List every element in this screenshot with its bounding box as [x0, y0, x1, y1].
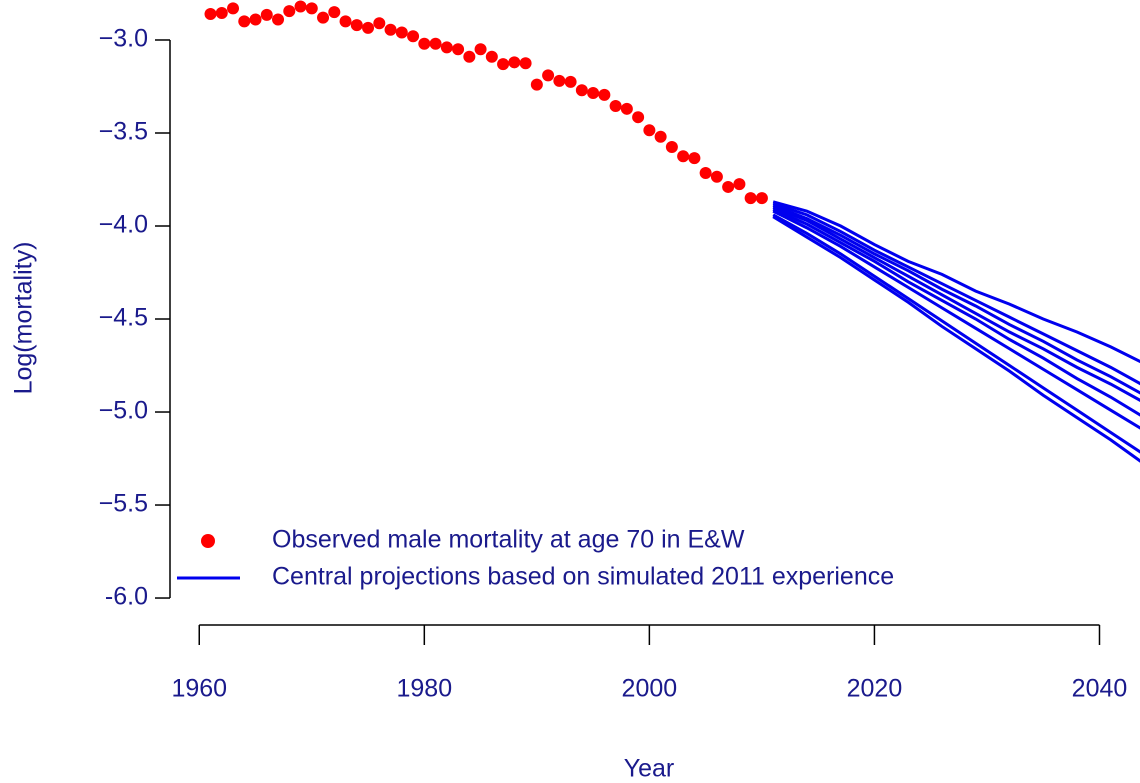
- y-tick-label: −5.0: [99, 397, 148, 425]
- point: [463, 50, 476, 63]
- projection-line: [772, 206, 1140, 402]
- y-tick-label: −3.5: [99, 118, 148, 146]
- projection-line: [772, 207, 1140, 417]
- y-tick-label: −4.0: [99, 211, 148, 239]
- point: [328, 6, 341, 19]
- projection-line: [772, 215, 1140, 463]
- point: [474, 43, 487, 56]
- point: [362, 21, 375, 34]
- x-tick-label: 1960: [171, 675, 227, 703]
- point: [744, 192, 757, 205]
- point: [508, 56, 521, 69]
- x-tick-label: 2000: [622, 675, 678, 703]
- point: [238, 15, 251, 28]
- point: [665, 140, 678, 153]
- point: [485, 50, 498, 63]
- point: [227, 2, 240, 15]
- projection-line: [772, 213, 1140, 454]
- point: [260, 8, 273, 21]
- point: [542, 69, 555, 82]
- legend-label: Observed male mortality at age 70 in E&W: [272, 526, 745, 554]
- x-axis-label: Year: [624, 755, 675, 783]
- point: [283, 5, 296, 18]
- point: [688, 152, 701, 165]
- point: [418, 37, 431, 50]
- projection-line: [772, 200, 1140, 364]
- point: [305, 2, 318, 15]
- point: [598, 88, 611, 101]
- y-tick-label: −3.0: [99, 25, 148, 53]
- point: [249, 13, 262, 26]
- y-tick-label: −4.5: [99, 304, 148, 332]
- x-tick-label: 2020: [847, 675, 903, 703]
- point: [553, 74, 566, 87]
- point: [429, 37, 442, 50]
- point: [215, 7, 228, 20]
- point: [350, 19, 363, 32]
- point: [497, 58, 510, 71]
- x-tick-label: 1980: [397, 675, 453, 703]
- point: [575, 84, 588, 97]
- projection-line: [772, 202, 1140, 386]
- point: [530, 78, 543, 91]
- point: [440, 41, 453, 54]
- point: [632, 111, 645, 124]
- point: [452, 43, 465, 56]
- projection-line: [772, 204, 1140, 395]
- point: [710, 170, 723, 183]
- point: [587, 87, 600, 100]
- legend-label: Central projections based on simulated 2…: [272, 563, 894, 591]
- point: [373, 17, 386, 30]
- point: [272, 13, 285, 26]
- point: [564, 75, 577, 88]
- point: [733, 178, 746, 191]
- point: [339, 15, 352, 28]
- point: [677, 150, 690, 163]
- point: [384, 23, 397, 36]
- y-tick-label: -6.0: [105, 583, 148, 611]
- point: [722, 180, 735, 193]
- plot-area: [204, 0, 1140, 463]
- projection-line: [772, 209, 1140, 430]
- point: [609, 100, 622, 113]
- point: [620, 102, 633, 115]
- point: [519, 57, 532, 70]
- point: [407, 30, 420, 43]
- y-axis-label: Log(mortality): [10, 242, 38, 395]
- point: [654, 130, 667, 143]
- point: [755, 192, 768, 205]
- point: [643, 124, 656, 137]
- x-tick-label: 2040: [1072, 675, 1128, 703]
- point: [317, 11, 330, 24]
- legend-marker: [201, 534, 215, 548]
- point: [699, 166, 712, 179]
- point: [294, 0, 307, 13]
- y-tick-label: −5.5: [99, 490, 148, 518]
- point: [204, 7, 217, 20]
- point: [395, 26, 408, 39]
